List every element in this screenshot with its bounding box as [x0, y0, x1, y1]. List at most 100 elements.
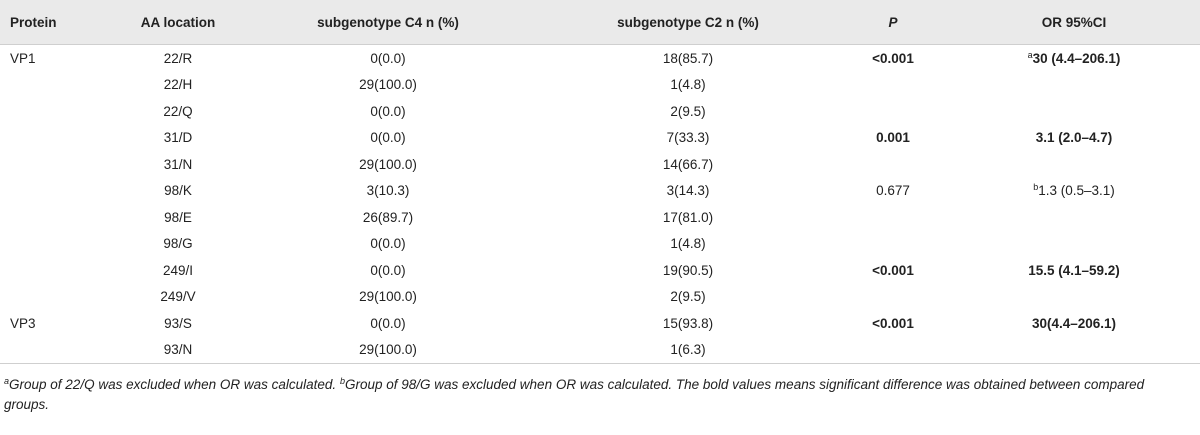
cell-p — [838, 336, 948, 364]
comparison-table: Protein AA location subgenotype C4 n (%)… — [0, 0, 1200, 364]
cell-protein — [0, 284, 118, 311]
footnote-marker-b: b — [339, 376, 345, 386]
cell-p: <0.001 — [872, 50, 914, 66]
cell-c4: 0(0.0) — [370, 130, 406, 146]
cell-p — [838, 204, 948, 231]
cell-c2: 3(14.3) — [666, 183, 710, 199]
cell-aa-location: 93/N — [118, 336, 238, 364]
cell-p — [838, 72, 948, 99]
or-value: 30(4.4–206.1) — [1031, 315, 1117, 331]
cell-aa-location: 98/K — [164, 183, 192, 199]
cell-protein — [0, 151, 118, 178]
cell-protein — [0, 178, 118, 205]
cell-aa-location: 98/E — [164, 209, 192, 225]
cell-p: 0.001 — [876, 130, 910, 146]
cell-c4: 3(10.3) — [366, 183, 410, 199]
cell-c4: 0(0.0) — [370, 315, 406, 331]
cell-c4: 29(100.0) — [359, 156, 417, 172]
or-footnote-marker: b — [1033, 182, 1039, 193]
cell-protein — [0, 231, 118, 258]
or-value: 1.3 (0.5–3.1) — [1038, 183, 1115, 199]
cell-protein — [0, 204, 118, 231]
cell-aa-location: 31/D — [163, 130, 193, 146]
cell-c2: 19(90.5) — [662, 262, 714, 278]
cell-protein — [0, 98, 118, 125]
cell-protein — [0, 336, 118, 364]
table-row: 249/I 0(0.0) 19(90.5) <0.001 15.5 (4.1–59.2) — [0, 257, 1200, 284]
cell-p: <0.001 — [872, 315, 914, 331]
cell-protein: VP3 — [10, 315, 36, 331]
table-header-row: Protein AA location subgenotype C4 n (%)… — [0, 0, 1200, 45]
cell-or — [948, 231, 1200, 258]
footnote-marker-a: a — [4, 376, 10, 386]
footnote-text-a: Group of 22/Q was excluded when OR was c… — [9, 377, 340, 392]
or-value: 30 (4.4–206.1) — [1032, 50, 1121, 66]
footnote-text-b: Group of 98/G was excluded when OR was c… — [4, 377, 1145, 412]
or-footnote-marker: a — [1027, 49, 1033, 60]
cell-aa-location: 98/G — [163, 236, 193, 252]
data-table-container: Protein AA location subgenotype C4 n (%)… — [0, 0, 1200, 412]
header-c2: subgenotype C2 n (%) — [538, 0, 838, 45]
table-row: 31/N 29(100.0) 14(66.7) — [0, 151, 1200, 178]
cell-aa-location: 22/R — [163, 50, 193, 66]
cell-c2: 14(66.7) — [662, 156, 714, 172]
cell-c2: 1(6.3) — [538, 336, 838, 364]
table-row: 98/E 26(89.7) 17(81.0) — [0, 204, 1200, 231]
cell-or: 30(4.4–206.1) — [948, 310, 1200, 337]
header-protein: Protein — [0, 0, 118, 45]
cell-c4: 29(100.0) — [359, 77, 417, 93]
cell-or: a30 (4.4–206.1) — [948, 45, 1200, 72]
cell-c4: 0(0.0) — [370, 103, 406, 119]
cell-aa-location: 249/I — [162, 262, 194, 278]
cell-c4: 0(0.0) — [370, 262, 406, 278]
header-p: P — [838, 0, 948, 45]
header-or: OR 95%CI — [948, 0, 1200, 45]
cell-c2: 2(9.5) — [670, 103, 706, 119]
cell-c2: 17(81.0) — [662, 209, 714, 225]
table-row: 249/V 29(100.0) 2(9.5) — [0, 284, 1200, 311]
header-c4: subgenotype C4 n (%) — [238, 0, 538, 45]
cell-c4: 0(0.0) — [370, 50, 406, 66]
cell-protein — [0, 125, 118, 152]
cell-p — [838, 98, 948, 125]
table-row: 22/H 29(100.0) 1(4.8) — [0, 72, 1200, 99]
table-row: VP1 22/R 0(0.0) 18(85.7) <0.001 a30 (4.4–206.… — [0, 45, 1200, 72]
cell-c4: 0(0.0) — [370, 236, 406, 252]
cell-p: <0.001 — [872, 262, 914, 278]
cell-or: b1.3 (0.5–3.1) — [948, 178, 1200, 205]
cell-or: 3.1 (2.0–4.7) — [948, 125, 1200, 152]
cell-c2: 7(33.3) — [666, 130, 710, 146]
table-body: VP1 22/R 0(0.0) 18(85.7) <0.001 a30 (4.4–206.… — [0, 45, 1200, 364]
cell-p — [838, 151, 948, 178]
cell-c2: 1(4.8) — [670, 236, 706, 252]
cell-protein — [0, 257, 118, 284]
table-row: 31/D 0(0.0) 7(33.3) 0.001 3.1 (2.0–4.7) — [0, 125, 1200, 152]
cell-aa-location: 249/V — [160, 289, 196, 305]
cell-protein — [0, 72, 118, 99]
table-row: VP3 93/S 0(0.0) 15(93.8) <0.001 30(4.4–206.1) — [0, 310, 1200, 337]
cell-aa-location: 22/H — [163, 77, 193, 93]
cell-or — [948, 98, 1200, 125]
or-value: 3.1 (2.0–4.7) — [1035, 130, 1113, 146]
cell-c2: 18(85.7) — [662, 50, 714, 66]
header-aa-location: AA location — [118, 0, 238, 45]
cell-or — [948, 336, 1200, 364]
cell-c2: 1(4.8) — [670, 77, 706, 93]
cell-p — [838, 231, 948, 258]
table-row: 93/N 29(100.0) 1(6.3) — [0, 336, 1200, 364]
cell-aa-location: 93/S — [164, 315, 192, 331]
cell-c4: 29(100.0) — [238, 336, 538, 364]
cell-p: 0.677 — [876, 183, 910, 199]
cell-aa-location: 31/N — [163, 156, 193, 172]
cell-c2: 2(9.5) — [670, 289, 706, 305]
cell-p — [838, 284, 948, 311]
cell-or — [948, 284, 1200, 311]
cell-c2: 15(93.8) — [662, 315, 714, 331]
cell-or — [948, 151, 1200, 178]
cell-or — [948, 204, 1200, 231]
cell-aa-location: 22/Q — [163, 103, 193, 119]
table-row: 98/K 3(10.3) 3(14.3) 0.677 b1.3 (0.5–3.1) — [0, 178, 1200, 205]
cell-c4: 26(89.7) — [362, 209, 414, 225]
cell-or — [948, 72, 1200, 99]
cell-c4: 29(100.0) — [359, 289, 417, 305]
